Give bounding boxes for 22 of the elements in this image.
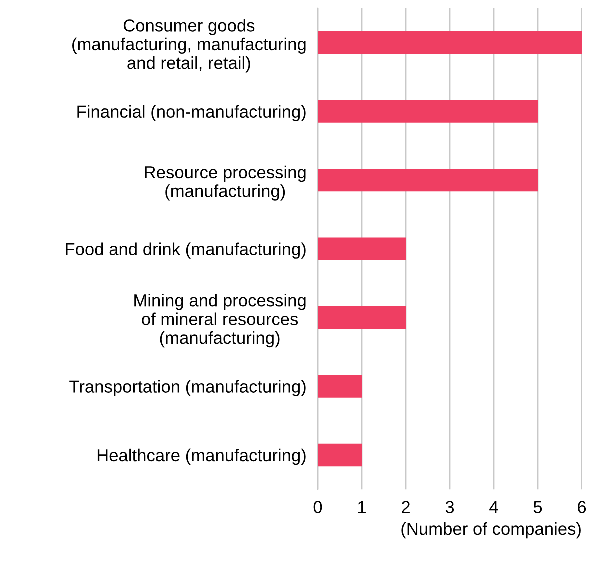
bar (318, 444, 362, 467)
bar (318, 375, 362, 398)
x-tick-label: 0 (314, 501, 322, 514)
x-tick-label: 2 (402, 501, 410, 514)
bar (318, 238, 406, 260)
y-tick-label: Healthcare (manufacturing) (98, 448, 306, 466)
y-tick-label: Resource processing (manufacturing) (145, 166, 306, 201)
y-tick-label: Consumer goods (manufacturing, manufacturing and retail, retail) (72, 19, 306, 73)
x-tick-label: 6 (578, 501, 586, 514)
bar (318, 100, 538, 123)
y-tick-label: Food and drink (manufacturing) (66, 242, 306, 259)
bar (318, 306, 406, 330)
x-tick-label: 3 (446, 501, 454, 514)
bar (318, 168, 538, 192)
bar (318, 32, 582, 54)
x-tick-label: 4 (490, 501, 498, 514)
x-axis-title: (Number of companies) (402, 522, 581, 539)
y-tick-label: Mining and processing of mineral resources (manufacturing) (134, 294, 306, 348)
x-tick-label: 1 (358, 501, 366, 514)
y-tick-label: Transportation (manufacturing) (70, 380, 306, 396)
y-tick-label: Financial (non-manufacturing) (78, 105, 306, 122)
x-tick-label: 5 (534, 501, 542, 514)
